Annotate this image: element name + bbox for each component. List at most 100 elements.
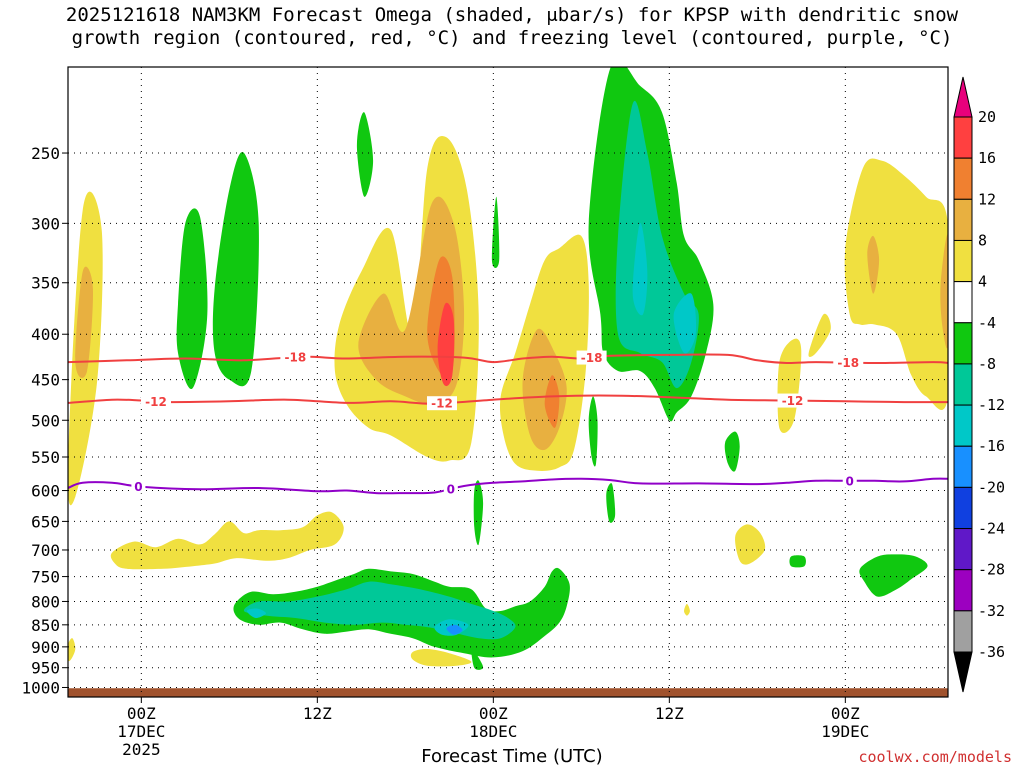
plot-frame [67, 66, 949, 698]
omega-region-pos4-38 [684, 603, 690, 616]
y-tick-label-550: 550 [31, 448, 60, 467]
omega-region-neg4-36 [789, 555, 806, 568]
omega-region-pos12-11 [544, 375, 560, 428]
colorbar-segment-1 [953, 157, 973, 200]
y-tick-label-650: 650 [31, 512, 60, 531]
colorbar-segment-10 [953, 528, 973, 571]
colorbar-label-0: 20 [978, 108, 996, 126]
omega-region-neg4-12 [491, 196, 500, 268]
y-tick-label-850: 850 [31, 616, 60, 635]
colorbar-segment-7 [953, 404, 973, 447]
y-tick-label-800: 800 [31, 592, 60, 611]
colorbar-segment-12 [953, 610, 973, 653]
colorbar-label-1: 16 [978, 149, 996, 167]
omega-region-pos4-33 [410, 648, 472, 667]
dgz-contour-12-label-bg-2 [777, 393, 808, 408]
colorbar-segment-5 [953, 322, 973, 365]
y-tick-label-350: 350 [31, 274, 60, 293]
omega-region-pos8-25 [867, 235, 880, 294]
colorbar-label-10: -24 [978, 520, 1005, 538]
colorbar-label-11: -28 [978, 561, 1005, 579]
dgz-contour-12-label-1: -12 [431, 397, 453, 411]
colorbar-top-triangle [953, 76, 973, 118]
y-tick-label-400: 400 [31, 325, 60, 344]
y-tick-label-1000: 1000 [21, 678, 60, 697]
omega-region-neg12-15 [632, 223, 648, 316]
dgz-contour-18-label-bg-2 [833, 355, 864, 370]
x-tick-label-54: 00Z [831, 704, 860, 723]
axes-layer: 250 300 350 400 450 500 550 600 650 700 750 800 850 9… [21, 66, 949, 759]
y-tick-label-750: 750 [31, 568, 60, 587]
freezing-level-contour-label-2: 0 [846, 474, 854, 488]
colorbar: 20 16 12 8 4 -4 -8 -12 -16 -20 -24 -28 -32 -36 [953, 76, 1005, 693]
omega-region-neg4-37 [859, 554, 928, 597]
x-axis-label: Forecast Time (UTC) [421, 746, 603, 767]
freezing-level-contour-label-bg-2 [842, 473, 857, 488]
x-tick-label-30: 00Z [479, 704, 508, 723]
omega-region-pos16-8 [437, 302, 455, 387]
colorbar-label-6: -8 [978, 355, 996, 373]
ground-band [68, 688, 948, 697]
colorbar-label-4: 4 [978, 273, 987, 291]
ground-layer [68, 688, 948, 697]
omega-region-pos8-26 [940, 234, 948, 349]
colorbar-label-3: 8 [978, 231, 987, 249]
dgz-contour-18-label-0: -18 [284, 351, 306, 365]
freezing-level-contour-label-0: 0 [134, 480, 142, 494]
omega-region-neg12-16 [673, 293, 697, 354]
omega-region-neg4-20 [473, 480, 484, 546]
omega-region-pos4-27 [110, 511, 344, 570]
colorbar-label-5: -4 [978, 314, 996, 332]
colorbar-label-8: -16 [978, 437, 1005, 455]
dgz-contour-12-label-bg-1 [427, 396, 457, 411]
colorbar-segment-2 [953, 198, 973, 241]
omega-region-neg4-4 [356, 112, 374, 197]
y-tick-label-300: 300 [31, 214, 60, 233]
omega-shading-layer [68, 67, 948, 697]
x-tick-date-30: 18DEC [469, 722, 517, 741]
contour-layer: -18 -18 -18 -12 -12 -12 0 0 0 [68, 350, 948, 496]
omega-region-pos4-34 [68, 638, 76, 662]
omega-region-neg4-19 [606, 483, 616, 523]
omega-region-neg4-3 [212, 152, 259, 387]
colorbar-bottom-triangle [953, 651, 973, 693]
y-tick-label-900: 900 [31, 638, 60, 657]
colorbar-segment-11 [953, 569, 973, 612]
y-tick-label-700: 700 [31, 541, 60, 560]
omega-region-neg16-32 [446, 624, 463, 635]
colorbar-label-2: 12 [978, 190, 996, 208]
y-tick-label-450: 450 [31, 371, 60, 390]
colorbar-segment-3 [953, 239, 973, 283]
x-tick-date-6: 17DEC [117, 722, 165, 741]
y-tick-label-500: 500 [31, 411, 60, 430]
y-tick-label-600: 600 [31, 482, 60, 501]
colorbar-segment-6 [953, 363, 973, 406]
dgz-contour-18-label-bg-1 [576, 350, 607, 365]
omega-region-pos4-24 [844, 158, 948, 410]
omega-region-neg4-2 [176, 208, 208, 390]
x-tick-label-6: 00Z [127, 704, 156, 723]
x-tick-date-54: 19DEC [821, 722, 869, 741]
colorbar-label-7: -12 [978, 396, 1005, 414]
freezing-level-contour-label-bg-0 [131, 479, 146, 494]
dgz-contour-18-label-1: -18 [581, 351, 603, 365]
colorbar-label-12: -32 [978, 602, 1005, 620]
dgz-contour-18-line [68, 353, 948, 365]
freezing-level-contour-label-bg-1 [443, 481, 458, 496]
omega-region-pos4-23 [808, 313, 831, 357]
omega-region-pos8-1 [75, 266, 94, 378]
x-tick-label-18: 12Z [303, 704, 332, 723]
freezing-level-contour-line [68, 477, 948, 495]
colorbar-label-9: -20 [978, 478, 1005, 496]
colorbar-segment-0 [953, 116, 973, 159]
site-credit: coolwx.com/models [858, 748, 1012, 766]
omega-region-neg12-30 [246, 608, 267, 619]
omega-region-neg4-18 [724, 431, 740, 472]
dgz-contour-12-label-0: -12 [145, 395, 167, 409]
colorbar-label-13: -36 [978, 643, 1005, 661]
dgz-contour-18-label-bg-0 [280, 350, 311, 365]
colorbar-segment-9 [953, 486, 973, 530]
chart-title: 2025121618 NAM3KM Forecast Omega (shaded… [0, 4, 1024, 50]
freezing-level-contour-label-1: 0 [447, 482, 455, 496]
